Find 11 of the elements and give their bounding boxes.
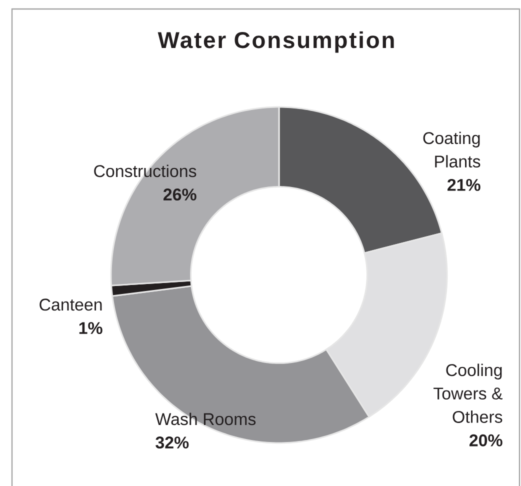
data-label: 20% bbox=[470, 434, 502, 446]
data-label: 26% bbox=[164, 188, 196, 201]
data-label: 1% bbox=[79, 322, 102, 334]
data-label: 21% bbox=[448, 178, 480, 191]
slice-label: Constructions bbox=[94, 164, 196, 178]
chart-title: Water Consumption bbox=[158, 31, 394, 53]
slice-label: Cooling Towers & Others bbox=[434, 364, 503, 423]
slice-label: Canteen bbox=[40, 298, 102, 311]
slice-label: Coating Plants bbox=[423, 132, 480, 168]
data-label: 32% bbox=[156, 436, 189, 449]
slice-label: Wash Rooms bbox=[155, 412, 256, 426]
